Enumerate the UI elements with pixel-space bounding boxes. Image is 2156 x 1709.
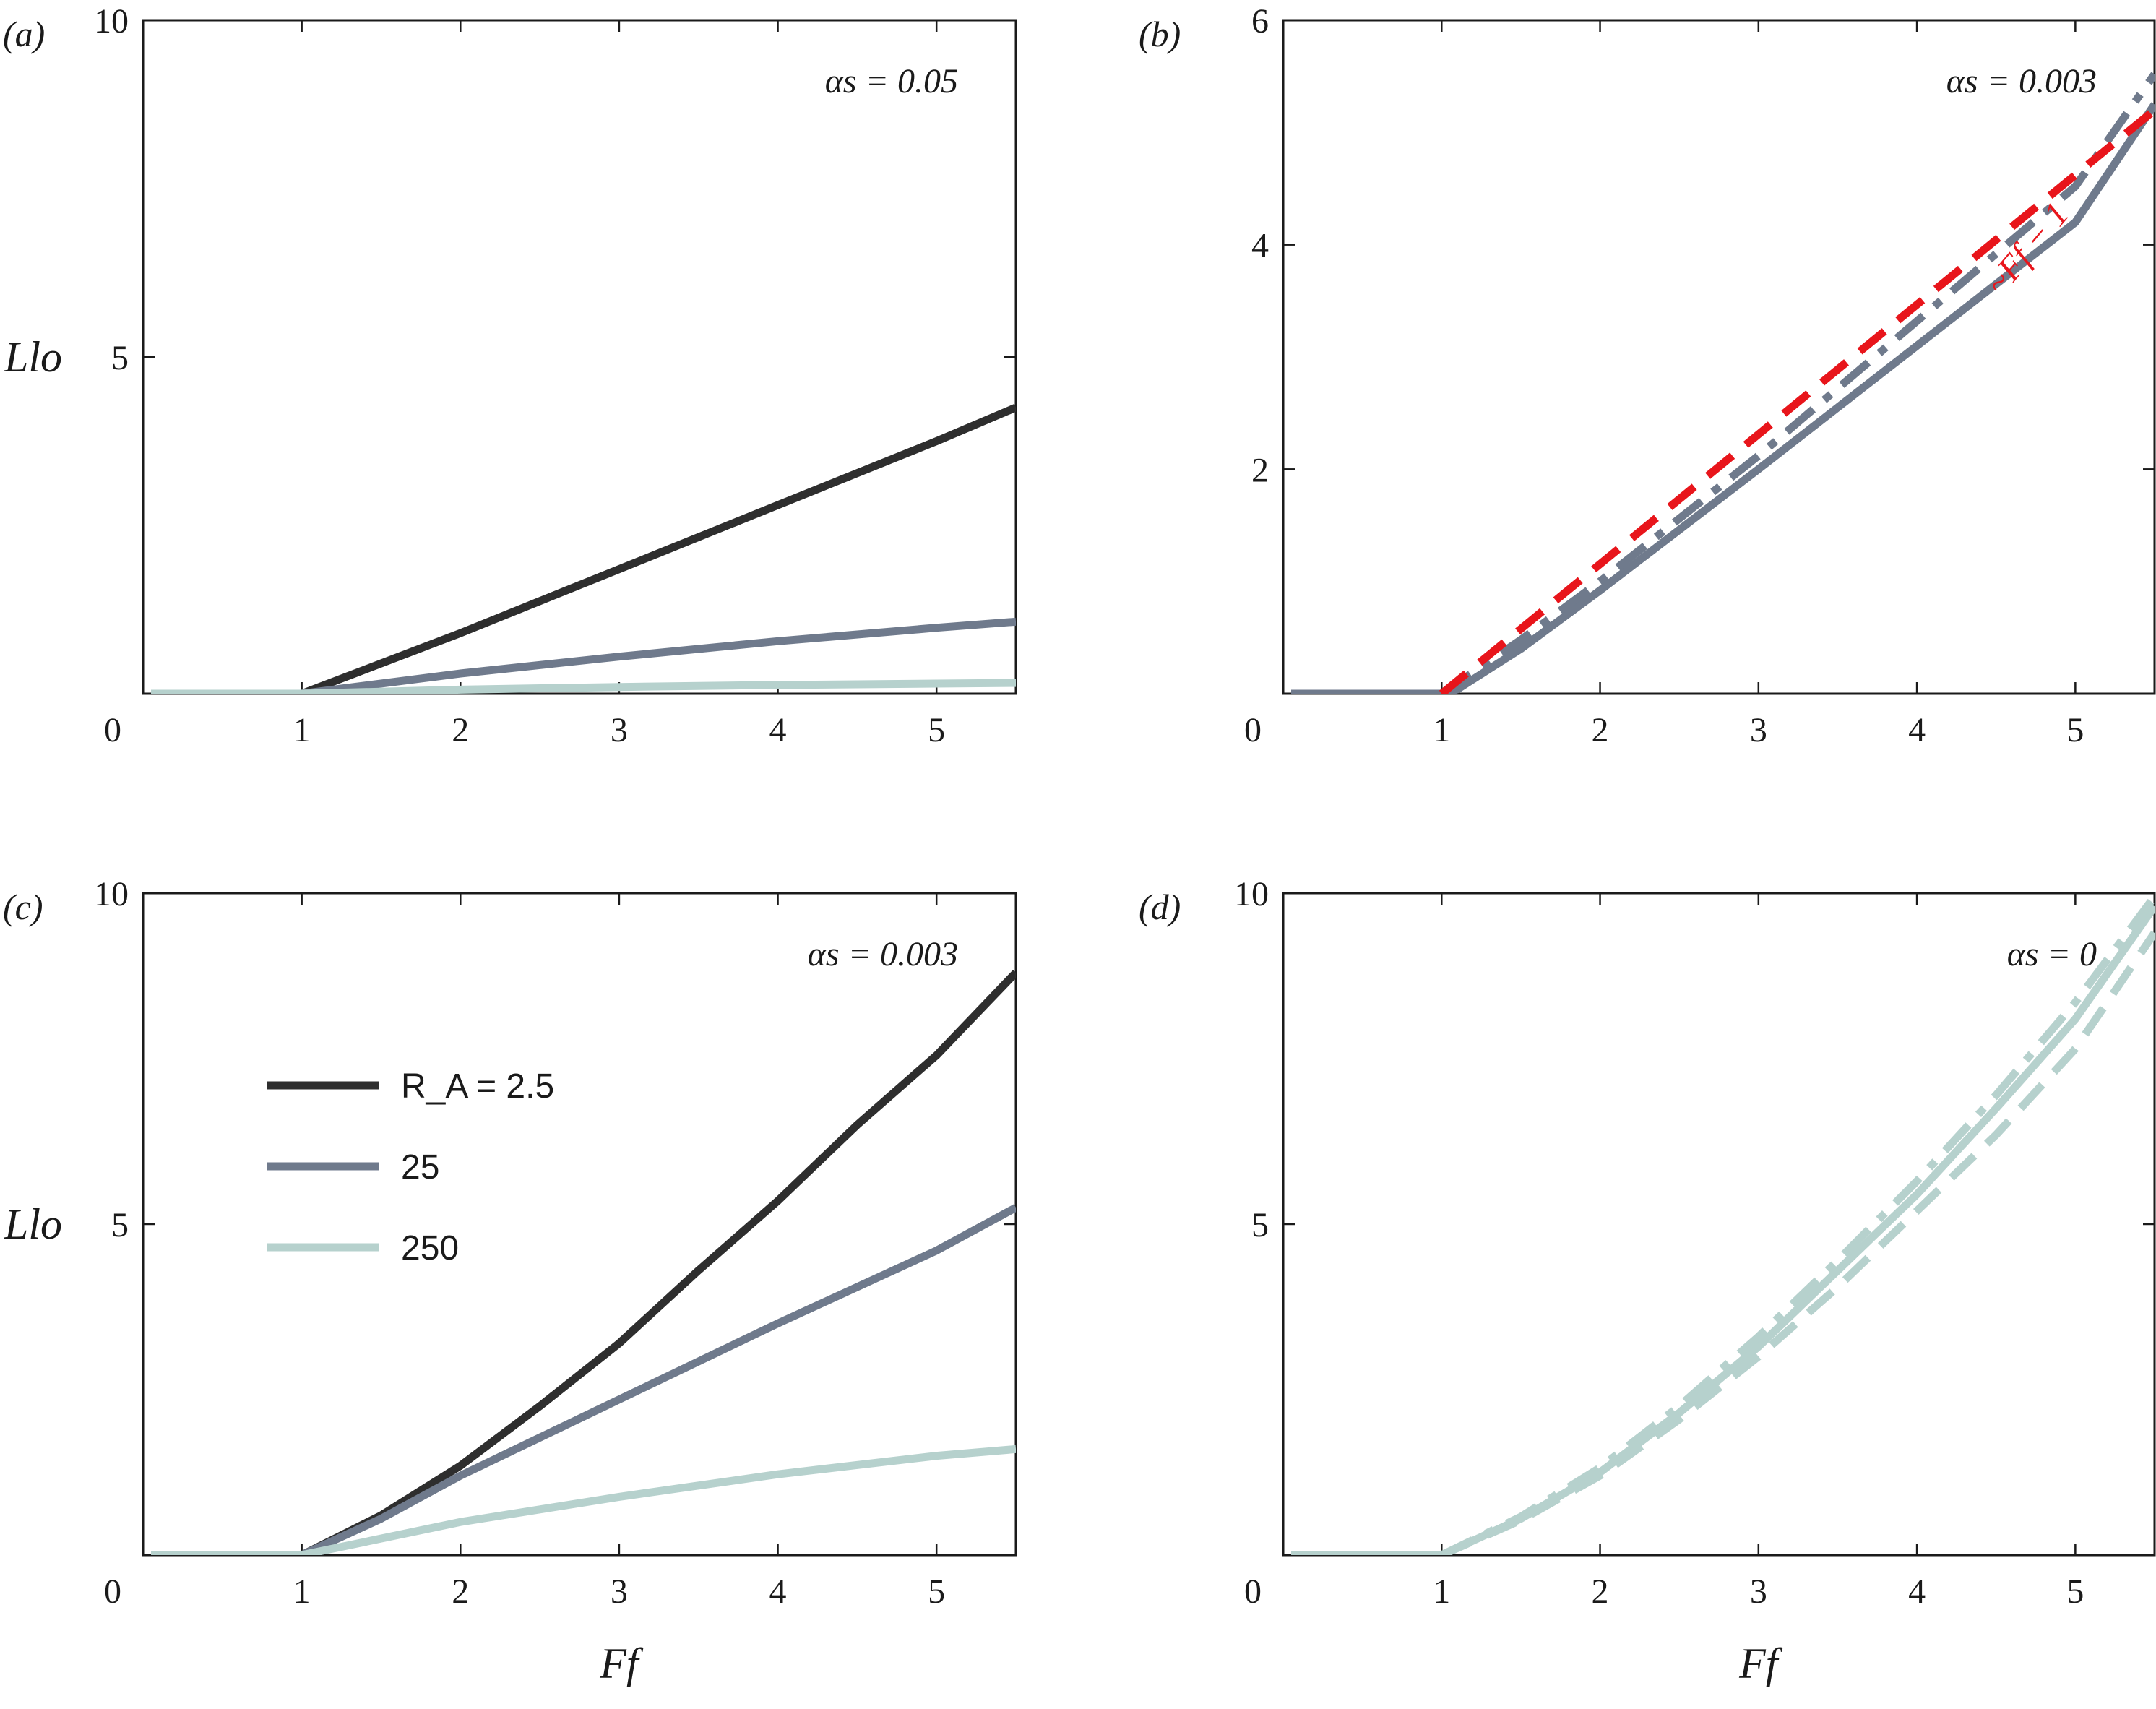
- series-group: [151, 970, 1016, 1555]
- axes-frame: [142, 892, 1017, 1557]
- x-tick-label: 4: [1908, 711, 1926, 749]
- panel-c: 1 2 3 4 5 5 10 0 (c) αs = 0.003 Llo Ff: [3, 875, 1017, 1687]
- alpha-annotation: αs = 0.003: [1946, 62, 2097, 100]
- series-group: [1291, 72, 2155, 694]
- x-tick-label: 5: [2066, 1572, 2084, 1611]
- x-axis-label: Ff: [1738, 1640, 1783, 1687]
- y-tick-label: 5: [1251, 1206, 1269, 1244]
- x-tick-label: 2: [1592, 711, 1609, 749]
- x-tick-label: 5: [928, 1572, 945, 1611]
- series-group: [151, 403, 1016, 694]
- series-line-25: [1291, 102, 2155, 694]
- y-axis-label: Llo: [4, 1200, 62, 1248]
- x-tick-label: 4: [769, 1572, 787, 1611]
- panel-label: (b): [1139, 14, 1181, 54]
- x-tick-label: 2: [452, 711, 469, 749]
- x-tick-label: 5: [2066, 711, 2084, 749]
- alpha-annotation: αs = 0.003: [808, 935, 958, 973]
- panel-a: 1 2 3 4 5 5 10 0 (a) αs = 0.05 Llo: [3, 2, 1017, 749]
- series-line-25: [151, 617, 1016, 694]
- axes-frame: [1282, 892, 2156, 1557]
- series-group: [1291, 894, 2155, 1555]
- y-tick-label: 10: [94, 875, 129, 913]
- axes-frame: [142, 19, 1017, 695]
- series-line-25-dash-dot: [1439, 72, 2155, 694]
- legend-label: 250: [401, 1229, 459, 1267]
- x-tick-label: 3: [611, 1572, 628, 1611]
- panel-label: (c): [3, 887, 43, 927]
- x-axis-label: Ff: [599, 1640, 644, 1687]
- x-tick-label: 1: [1433, 711, 1450, 749]
- y-tick-label: 6: [1251, 2, 1269, 40]
- x-tick-label: 4: [769, 711, 787, 749]
- panel-label: (a): [3, 14, 45, 54]
- series-line-r-a-2-5: [151, 403, 1016, 694]
- x-tick-label: 1: [1433, 1572, 1450, 1611]
- x-tick-label: 1: [293, 711, 311, 749]
- y-tick-label: 4: [1251, 227, 1269, 265]
- x-tick-label: 3: [611, 711, 628, 749]
- axes-frame: [1282, 19, 2156, 695]
- x-tick-label: 4: [1908, 1572, 1926, 1611]
- alpha-annotation: αs = 0: [2007, 935, 2097, 973]
- series-line--ff-1: [1439, 107, 2155, 694]
- origin-label: 0: [1244, 1572, 1262, 1611]
- series-line-250: [151, 679, 1016, 694]
- y-tick-label: 5: [111, 1206, 129, 1244]
- legend-label: R_A = 2.5: [401, 1067, 554, 1106]
- y-axis-label: Llo: [4, 333, 62, 381]
- panel-d: 1 2 3 4 5 5 10 0 (d) αs = 0 Ff: [1139, 875, 2156, 1687]
- legend: R_A = 2.5 25 250: [267, 1067, 554, 1267]
- series-line-250-dash-dot: [1439, 894, 2155, 1555]
- series-line-250-dashed: [1440, 930, 2155, 1555]
- series-line-250: [151, 1445, 1016, 1555]
- x-tick-label: 5: [928, 711, 945, 749]
- y-tick-label: 10: [1234, 875, 1269, 913]
- y-tick-label: 2: [1251, 451, 1269, 489]
- x-tick-label: 2: [1592, 1572, 1609, 1611]
- x-tick-label: 1: [293, 1572, 311, 1611]
- panel-label: (d): [1139, 887, 1181, 927]
- x-tick-label: 3: [1750, 1572, 1767, 1611]
- y-tick-label: 10: [94, 2, 129, 40]
- series-line-r-a-2-5: [151, 970, 1016, 1555]
- origin-label: 0: [1244, 711, 1262, 749]
- alpha-annotation: αs = 0.05: [825, 62, 958, 100]
- series-line-250: [1291, 904, 2155, 1555]
- origin-label: 0: [104, 1572, 121, 1611]
- x-tick-label: 2: [452, 1572, 469, 1611]
- legend-label: 25: [401, 1148, 439, 1187]
- origin-label: 0: [104, 711, 121, 749]
- y-tick-label: 5: [111, 339, 129, 377]
- x-tick-label: 3: [1750, 711, 1767, 749]
